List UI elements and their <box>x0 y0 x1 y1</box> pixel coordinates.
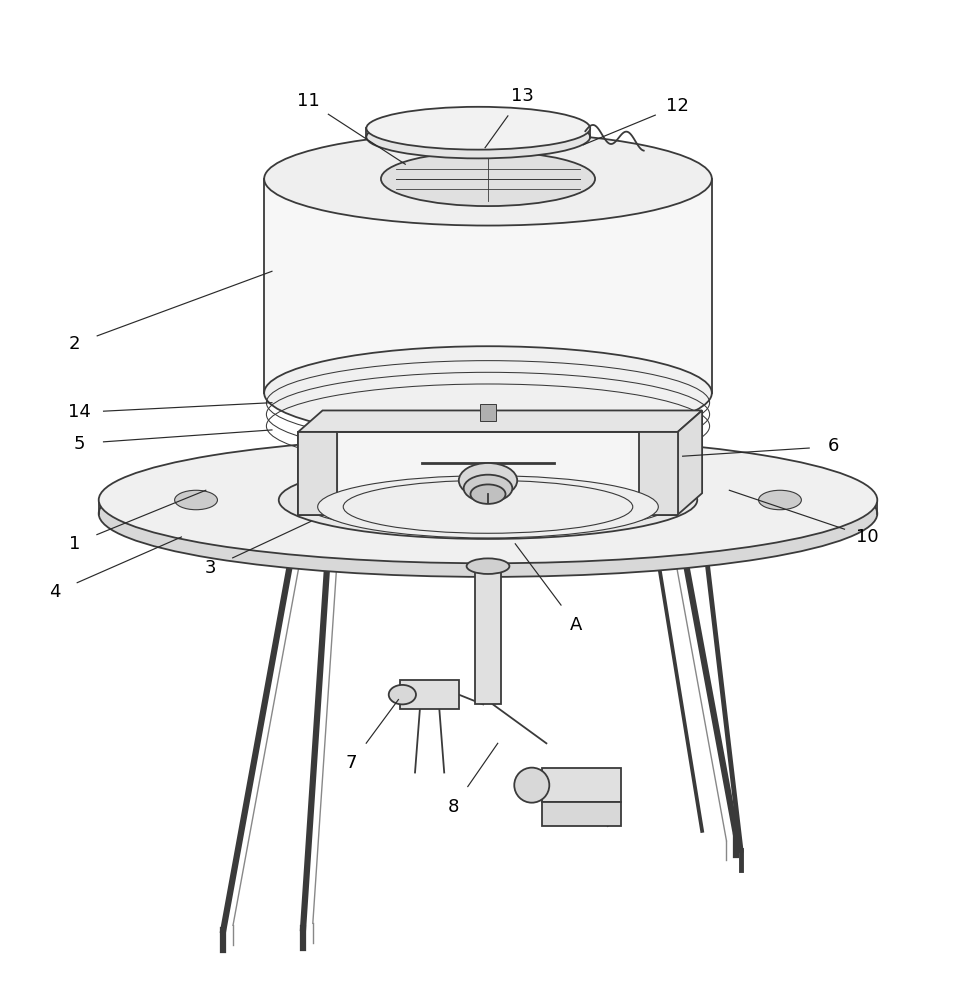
Text: 12: 12 <box>667 97 689 115</box>
Ellipse shape <box>99 450 877 577</box>
Text: 11: 11 <box>297 92 319 110</box>
Text: 2: 2 <box>68 335 80 353</box>
Ellipse shape <box>264 132 712 226</box>
Text: 1: 1 <box>68 535 80 553</box>
Ellipse shape <box>758 490 801 510</box>
Ellipse shape <box>264 346 712 440</box>
Ellipse shape <box>299 466 677 534</box>
Bar <box>542 768 622 802</box>
Text: 3: 3 <box>205 559 217 577</box>
Text: 13: 13 <box>510 87 534 105</box>
Bar <box>299 432 337 515</box>
Polygon shape <box>299 432 677 515</box>
Text: 8: 8 <box>448 798 460 816</box>
Ellipse shape <box>514 768 549 803</box>
Polygon shape <box>299 410 702 432</box>
Polygon shape <box>366 128 590 137</box>
Text: 5: 5 <box>73 435 85 453</box>
Text: 4: 4 <box>49 583 61 601</box>
Ellipse shape <box>381 152 595 206</box>
Polygon shape <box>264 179 712 393</box>
Text: 10: 10 <box>856 528 878 546</box>
Ellipse shape <box>388 685 416 704</box>
Polygon shape <box>677 410 702 515</box>
Text: 6: 6 <box>828 437 839 455</box>
Ellipse shape <box>175 490 218 510</box>
Ellipse shape <box>99 437 877 563</box>
Ellipse shape <box>467 558 509 574</box>
Bar <box>400 680 459 709</box>
Bar <box>542 802 622 826</box>
Bar <box>639 432 677 515</box>
Text: A: A <box>569 616 582 634</box>
Ellipse shape <box>459 463 517 498</box>
Ellipse shape <box>317 476 659 538</box>
Text: 14: 14 <box>67 403 91 421</box>
Ellipse shape <box>279 461 697 539</box>
Ellipse shape <box>366 116 590 158</box>
Ellipse shape <box>464 475 512 502</box>
Text: 7: 7 <box>346 754 357 772</box>
Ellipse shape <box>366 107 590 150</box>
Bar <box>475 503 501 704</box>
Ellipse shape <box>470 484 506 504</box>
Bar <box>480 404 496 421</box>
